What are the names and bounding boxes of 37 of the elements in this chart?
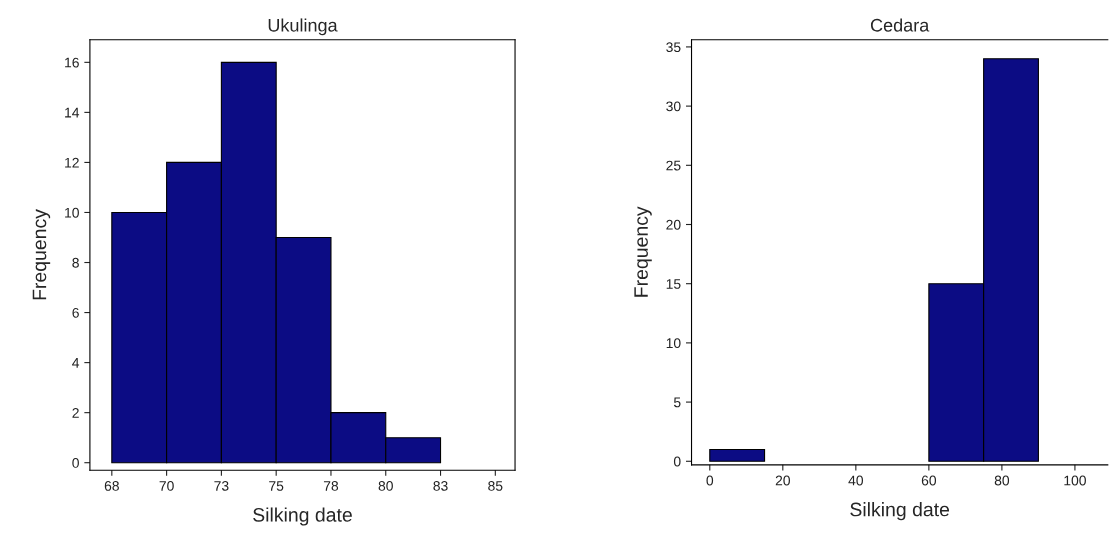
y-axis-title: Frequency [32,209,51,300]
x-tick-label: 75 [269,481,284,491]
x-tick-label: 85 [488,481,503,491]
y-tick-label: 20 [666,219,681,230]
y-tick-label: 30 [666,101,681,112]
x-tick-label: 100 [1064,475,1086,486]
y-tick-label: 10 [65,207,79,218]
chart-title: Cedara [870,18,930,32]
y-tick-label: 14 [65,107,80,118]
x-tick-label: 40 [848,475,864,486]
x-tick-label: 68 [104,481,119,491]
x-tick-label: 83 [433,481,448,491]
x-axis-title: Silking date [850,502,950,521]
x-tick-label: 20 [775,475,790,486]
y-axis-title: Frequency [634,206,652,297]
x-tick-label: 80 [994,475,1010,486]
y-tick-label: 0 [673,456,681,467]
y-tick-label: 12 [65,157,79,168]
y-tick-label: 8 [72,257,79,268]
x-tick-label: 70 [159,481,174,491]
x-tick-label: 0 [706,475,714,486]
y-tick-label: 6 [72,307,79,318]
y-tick-label: 25 [666,160,681,171]
y-tick-label: 2 [72,407,79,418]
chart-title: Ukulinga [268,18,338,36]
y-tick-label: 10 [666,338,681,349]
y-tick-label: 0 [72,458,79,468]
x-tick-label: 60 [921,475,937,486]
y-tick-label: 4 [72,358,80,368]
y-tick-label: 15 [666,279,681,289]
y-tick-label: 16 [65,57,79,68]
y-tick-label: 35 [666,42,681,53]
x-tick-label: 78 [323,481,339,491]
x-axis-title: Silking date [253,507,352,526]
y-tick-label: 5 [673,397,681,408]
x-tick-label: 80 [378,481,393,491]
x-tick-label: 73 [214,481,229,491]
